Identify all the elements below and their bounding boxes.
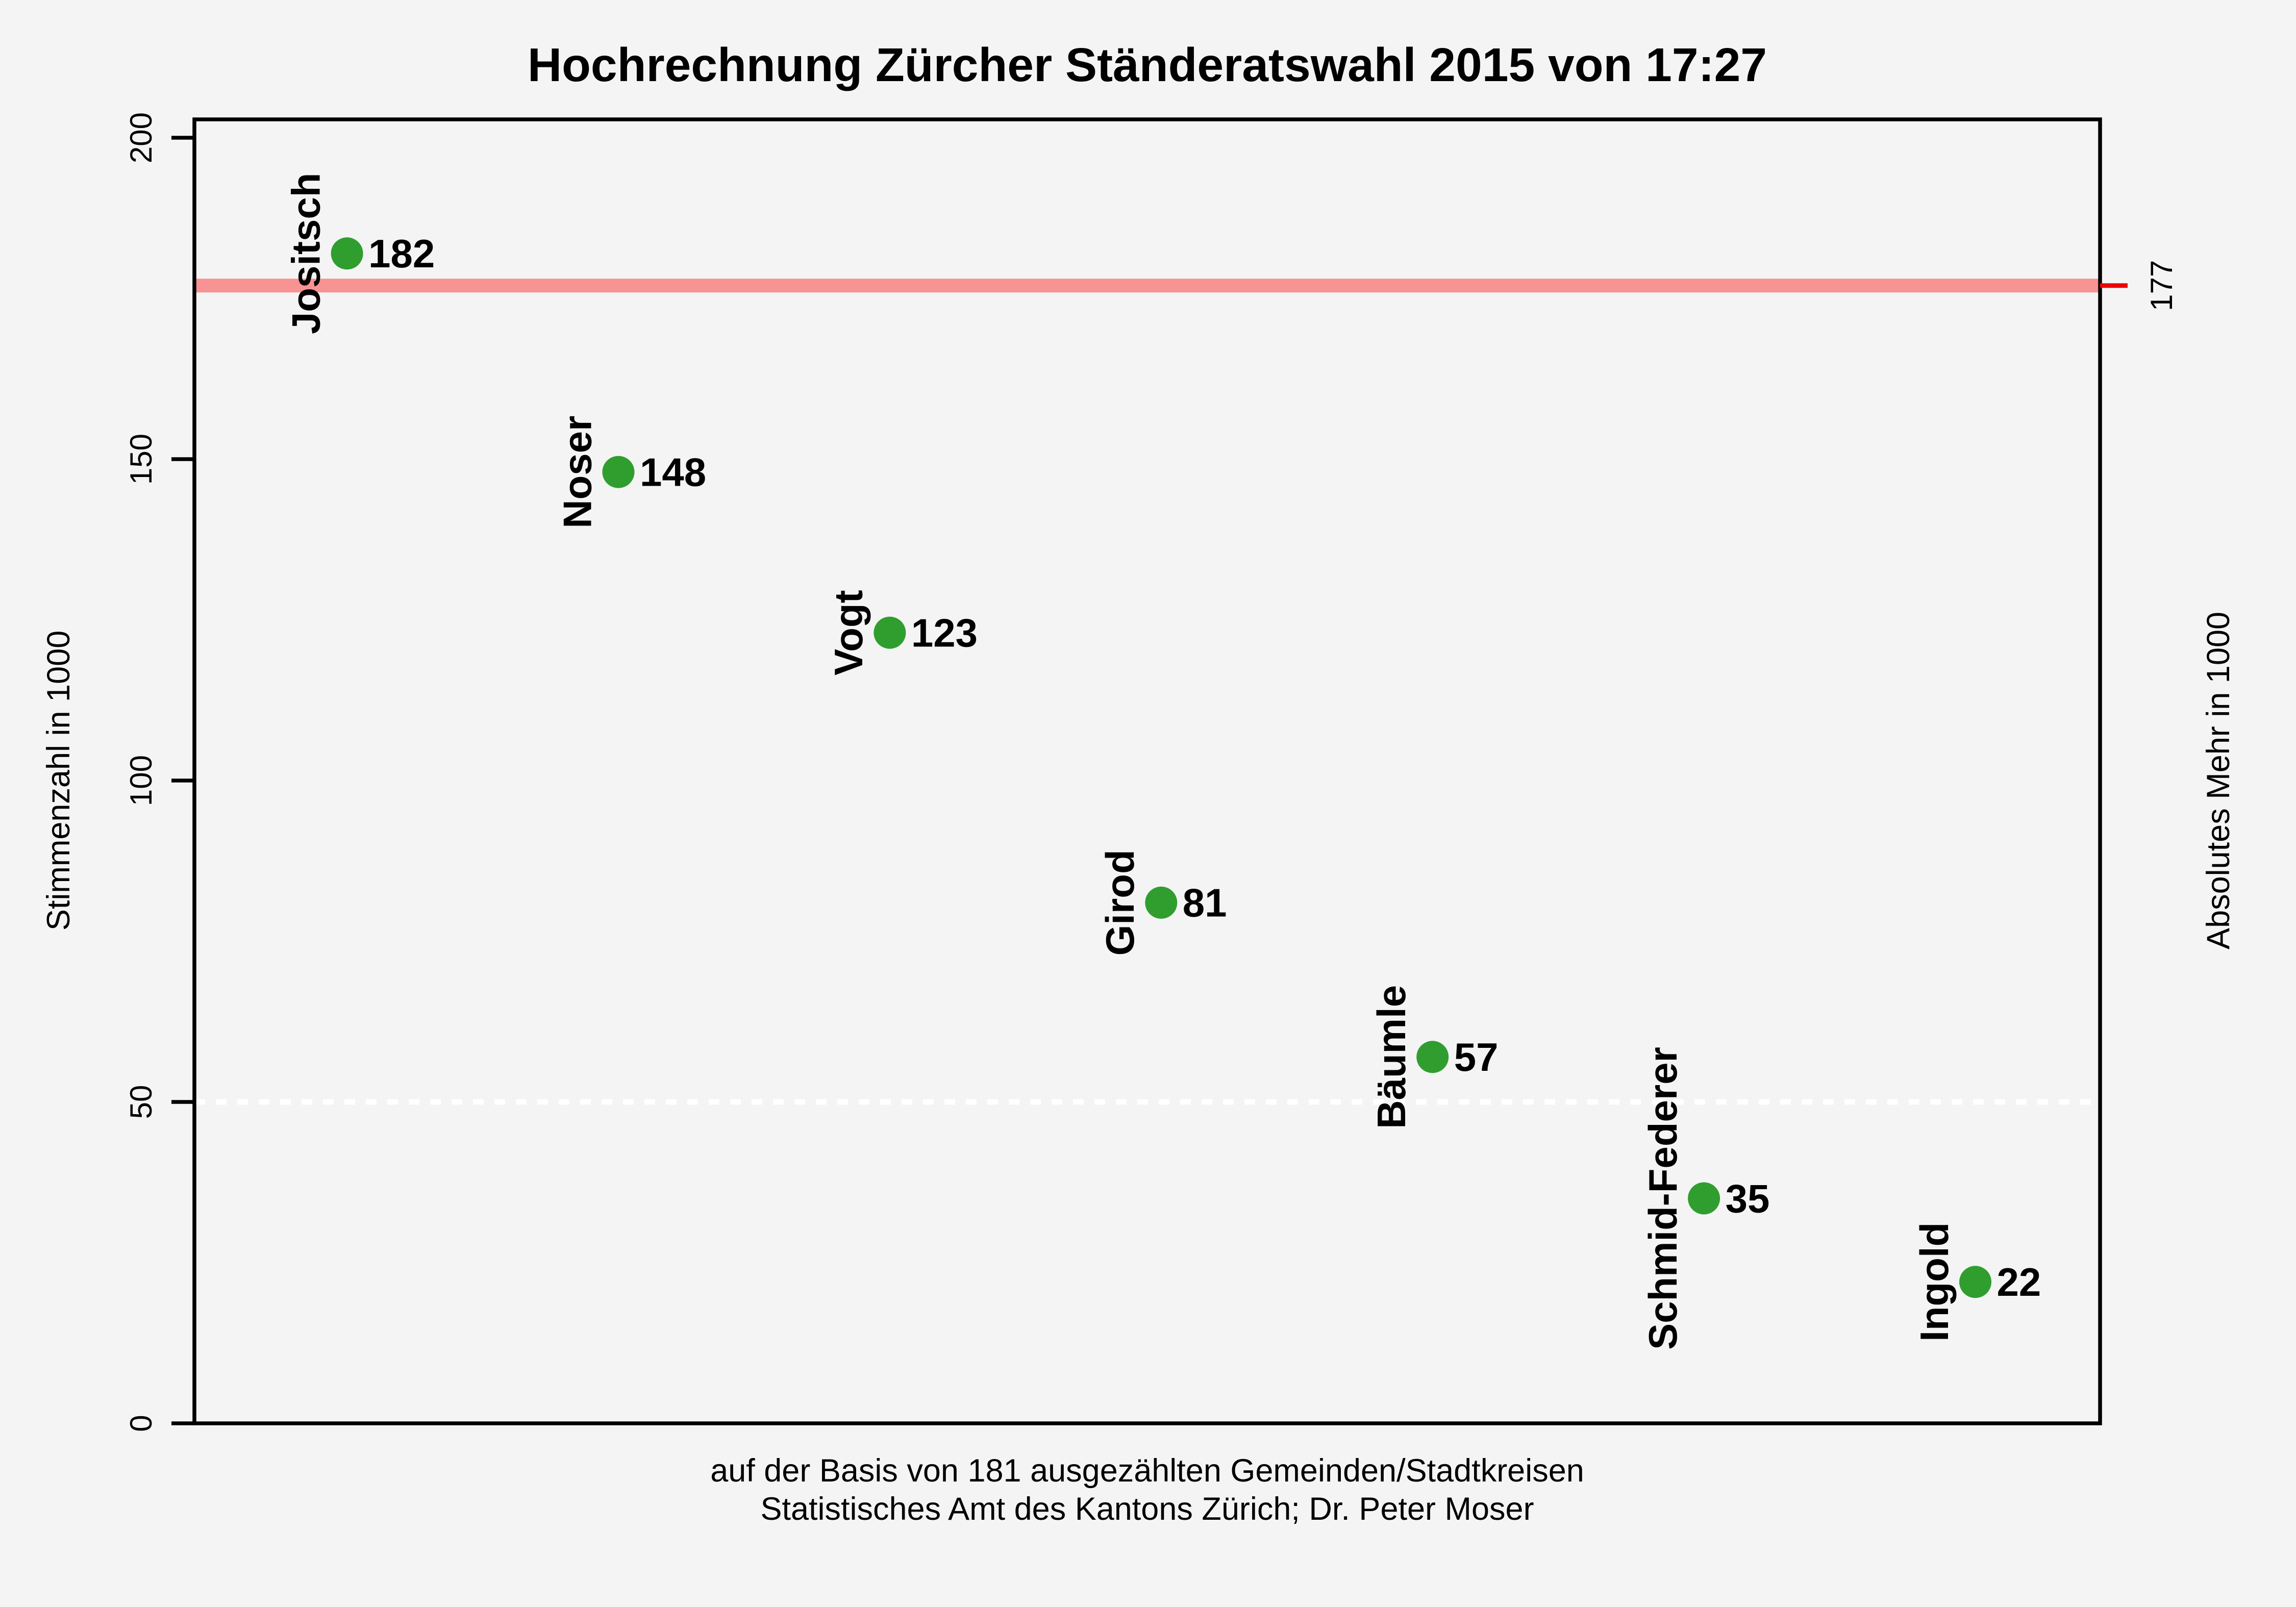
data-point-group: 81 Girod: [1097, 849, 1227, 956]
data-point-value: 182: [368, 231, 435, 276]
plot-box: [192, 117, 2102, 1425]
data-point-dot: [1416, 1041, 1449, 1073]
candidate-name-label: Vogt: [826, 590, 871, 675]
data-point-dot: [602, 456, 635, 488]
data-point-value: 148: [640, 449, 706, 494]
candidate-name-label: Bäumle: [1369, 985, 1414, 1129]
majority-tick-label: 177: [2144, 260, 2179, 311]
candidate-name-label: Ingold: [1912, 1222, 1957, 1342]
data-point-dot: [1145, 886, 1178, 919]
y-tick-label: 0: [124, 1415, 158, 1432]
y-tick-label: 150: [124, 434, 158, 485]
data-point-group: 123 Vogt: [826, 590, 978, 675]
y-axis-ticks: 0 50 100 150 200: [124, 112, 194, 1432]
data-point-dot: [1688, 1182, 1720, 1215]
data-point-value: 57: [1454, 1035, 1499, 1079]
data-point-dot: [1959, 1266, 1991, 1298]
chart-title: Hochrechnung Zürcher Ständeratswahl 2015…: [528, 38, 1767, 91]
footer-caption-line1: auf der Basis von 181 ausgezählten Gemei…: [710, 1453, 1584, 1489]
right-axis-title: Absolutes Mehr in 1000: [2201, 612, 2236, 949]
data-point-group: 182 Jositsch: [283, 173, 435, 334]
data-point-value: 123: [911, 611, 978, 656]
candidate-name-label: Girod: [1097, 849, 1142, 956]
data-point-value: 22: [1997, 1260, 2041, 1304]
data-point-group: 57 Bäumle: [1369, 985, 1498, 1129]
footer-caption-line2: Statistisches Amt des Kantons Zürich; Dr…: [760, 1491, 1534, 1527]
candidate-name-label: Schmid-Federer: [1640, 1047, 1685, 1350]
candidate-name-label: Jositsch: [283, 173, 328, 334]
data-point-group: 22 Ingold: [1912, 1222, 2041, 1342]
data-point-dot: [874, 616, 906, 649]
y-axis-title: Stimmenzahl in 1000: [41, 631, 77, 931]
y-tick-label: 50: [124, 1085, 158, 1119]
candidate-name-label: Noser: [555, 416, 600, 529]
data-point-dot: [331, 237, 363, 270]
data-point-value: 35: [1726, 1176, 1770, 1221]
data-point-group: 148 Noser: [555, 416, 706, 529]
data-point-value: 81: [1183, 881, 1227, 925]
data-point-group: 35 Schmid-Federer: [1640, 1047, 1769, 1350]
y-tick-label: 200: [124, 112, 158, 163]
y-tick-label: 100: [124, 755, 158, 806]
data-points: 182 Jositsch 148 Noser 123 Vogt 81 Girod 57 Bäuml…: [283, 173, 2041, 1350]
